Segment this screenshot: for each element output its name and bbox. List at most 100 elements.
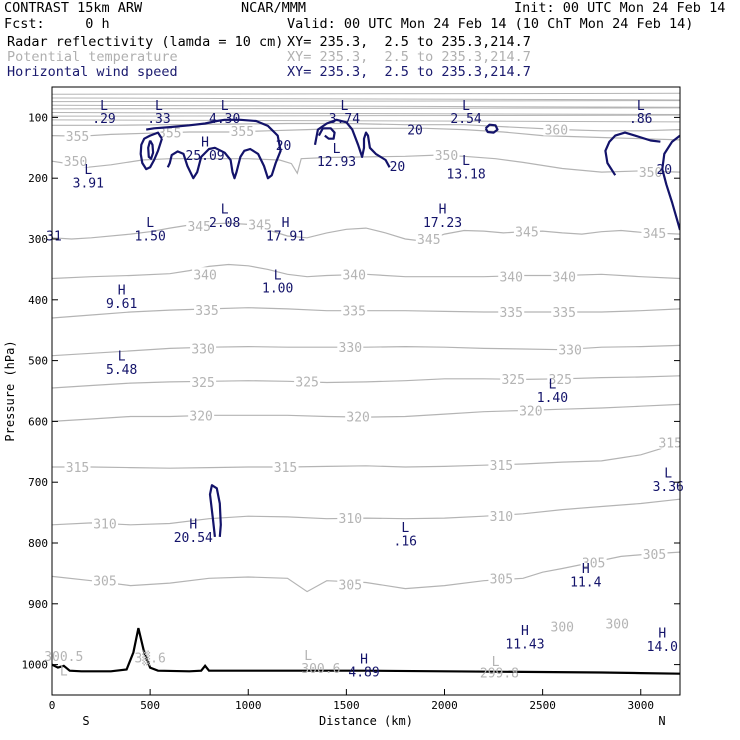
plot-title: CONTRAST 15km ARW xyxy=(4,0,143,16)
extremum-value: .86 xyxy=(629,112,652,127)
theta-surface-label: 300.6 xyxy=(301,662,340,677)
theta-label-bg xyxy=(557,342,584,356)
wind-contour-20 xyxy=(208,484,222,538)
high-marker: H xyxy=(360,653,368,668)
theta-label: 340 xyxy=(193,268,216,283)
theta-label-bg xyxy=(190,341,217,355)
theta-contour-310 xyxy=(52,498,680,526)
extremum-value: 4.89 xyxy=(348,665,379,680)
low-marker: L xyxy=(462,99,470,114)
low-marker: L xyxy=(221,99,229,114)
wind-contour-20 xyxy=(146,118,282,180)
extremum-value: 2.08 xyxy=(209,216,240,231)
theta-label-bg xyxy=(337,577,364,591)
theta-label: 320 xyxy=(346,411,369,426)
theta-band-line xyxy=(52,92,680,95)
extremum-value: 3.36 xyxy=(653,480,684,495)
theta-label: 350 xyxy=(639,166,662,181)
theta-label-bg xyxy=(229,123,256,137)
high-marker: H xyxy=(582,562,590,577)
theta-band-line xyxy=(52,100,680,103)
extremum-value: 4.30 xyxy=(209,112,240,127)
high-marker: H xyxy=(282,216,290,231)
theta-contour-355 xyxy=(52,127,680,141)
extremum-value: 11.4 xyxy=(570,575,601,590)
theta-label-bg xyxy=(500,371,527,385)
theta-label-bg xyxy=(551,269,578,283)
extremum-value: 11.43 xyxy=(505,637,544,652)
theta-label: 320 xyxy=(519,404,542,419)
high-marker: H xyxy=(201,136,209,151)
theta-label: 340 xyxy=(499,271,522,286)
x-tick-label: 2500 xyxy=(529,699,556,712)
theta-label-bg xyxy=(294,374,321,388)
y-tick-label: 600 xyxy=(28,415,48,428)
theta-label: 325 xyxy=(191,376,214,391)
extremum-value: 1.50 xyxy=(134,229,165,244)
x-tick-label: 3000 xyxy=(628,699,655,712)
theta-label: 325 xyxy=(549,373,572,388)
theta-label-bg xyxy=(91,516,118,530)
low-marker: L xyxy=(146,216,154,231)
theta-label-bg xyxy=(190,374,217,388)
wind-contour-20 xyxy=(604,131,661,176)
high-marker: H xyxy=(658,626,666,641)
field-reflectivity: Radar reflectivity (lamda = 10 cm) xyxy=(7,34,284,50)
low-marker: L xyxy=(100,99,108,114)
theta-surface-label: 300 xyxy=(605,617,628,632)
wind-contour-20 xyxy=(147,139,155,160)
theta-label: 305 xyxy=(643,548,666,563)
theta-label-bg xyxy=(341,267,368,281)
low-marker: L xyxy=(549,378,557,393)
low-marker: L xyxy=(118,350,126,365)
theta-band-line xyxy=(52,107,680,110)
theta-label-bg xyxy=(341,303,368,317)
theta-label-bg xyxy=(192,267,219,281)
theta-label: 325 xyxy=(295,375,318,390)
x-end-label-south: S xyxy=(82,714,89,728)
theta-label: 330 xyxy=(558,344,581,359)
low-marker: L xyxy=(664,466,672,481)
theta-label-bg xyxy=(513,224,540,238)
theta-label-bg xyxy=(488,509,515,523)
theta-label-bg xyxy=(188,408,215,422)
theta-surface-label: 300 xyxy=(551,620,574,635)
theta-label: 320 xyxy=(189,409,212,424)
center-name: NCAR/MMM xyxy=(241,0,307,16)
extremum-value: 17.23 xyxy=(423,216,462,231)
y-tick-label: 700 xyxy=(28,476,48,489)
theta-label: 345 xyxy=(187,220,210,235)
theta-label-bg xyxy=(543,122,570,136)
theta-surface-label: L xyxy=(304,649,312,664)
extremum-value: .16 xyxy=(394,535,417,550)
field-wind-xy: XY= 235.3, 2.5 to 235.3,214.7 xyxy=(287,64,531,80)
wind-contour-20 xyxy=(484,123,499,134)
theta-label-bg xyxy=(580,555,607,569)
theta-label-bg xyxy=(337,340,364,354)
theta-band-line xyxy=(52,97,680,101)
theta-label: 345 xyxy=(515,226,538,241)
theta-label: 305 xyxy=(93,575,116,590)
theta-label: 360 xyxy=(545,124,568,139)
wind-contour-20 xyxy=(313,118,391,168)
theta-label: 305 xyxy=(339,578,362,593)
low-marker: L xyxy=(333,142,341,157)
theta-label-bg xyxy=(551,304,578,318)
theta-label: 345 xyxy=(248,218,271,233)
theta-label-bg xyxy=(637,165,664,179)
theta-label-bg xyxy=(194,303,221,317)
x-axis-label: Distance (km) xyxy=(319,714,413,728)
theta-label: 315 xyxy=(66,461,89,476)
theta-label: 345 xyxy=(417,233,440,248)
theta-label-bg xyxy=(641,225,668,239)
theta-label-bg xyxy=(247,217,274,231)
theta-label-bg xyxy=(657,435,680,449)
extremum-value: 3.91 xyxy=(73,176,104,191)
wind-contour-label: 20 xyxy=(656,163,672,178)
theta-label-bg xyxy=(498,304,525,318)
field-wind: Horizontal wind speed xyxy=(7,64,178,80)
wind-contour-20 xyxy=(317,127,336,140)
theta-label-bg xyxy=(64,460,91,473)
theta-band-line xyxy=(52,119,680,123)
theta-label-bg xyxy=(498,269,525,283)
